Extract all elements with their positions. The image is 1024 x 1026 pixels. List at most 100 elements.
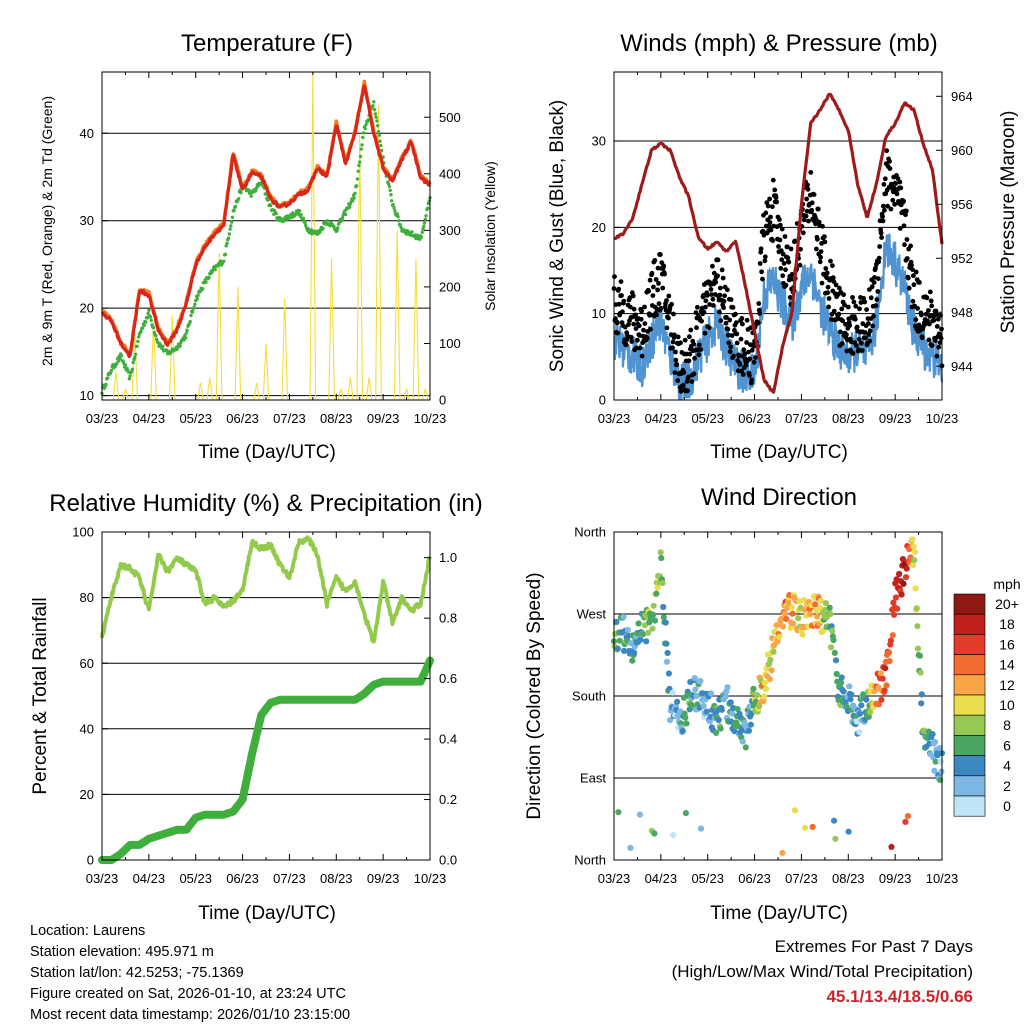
x-tick-label: 07/23 (785, 411, 818, 426)
direction-point (932, 739, 939, 746)
direction-point (822, 600, 830, 607)
x-tick-label: 06/23 (738, 871, 771, 886)
gust-point (682, 337, 688, 343)
gust-point (887, 166, 893, 172)
direction-point (827, 611, 834, 618)
gust-point (678, 388, 684, 394)
dewpoint-point (410, 230, 414, 234)
gust-point (685, 388, 690, 394)
gust-point (738, 336, 744, 342)
insolation-spike (412, 258, 420, 401)
gust-point (719, 267, 725, 273)
gust-point (927, 289, 933, 295)
gust-point (742, 351, 748, 357)
gust-point (869, 284, 875, 290)
gust-point (919, 312, 924, 318)
direction-point (663, 658, 671, 665)
gust-point (825, 284, 831, 290)
gust-point (756, 301, 762, 306)
dewpoint-point (204, 280, 208, 284)
gust-point (726, 340, 732, 346)
gust-point (875, 289, 881, 294)
x-tick-label: 09/23 (879, 411, 912, 426)
gust-point (785, 244, 790, 250)
direction-point (761, 679, 768, 687)
gust-point (755, 320, 761, 326)
gust-point (880, 218, 886, 224)
dewpoint-point (357, 163, 361, 168)
dewpoint-point (386, 182, 391, 186)
gust-point (789, 271, 795, 277)
gust-point (909, 262, 914, 268)
dewpoint-point (192, 305, 196, 310)
gust-point (937, 332, 943, 337)
direction-point (917, 669, 924, 676)
gust-point (929, 303, 935, 309)
station-latlon: Station lat/lon: 42.5253; -75.1369 (30, 965, 244, 981)
gust-point (671, 311, 676, 317)
x-tick-label: 04/23 (133, 411, 166, 426)
gust-point (692, 355, 697, 361)
gust-point (873, 303, 879, 309)
x-tick-label: 08/23 (832, 411, 865, 426)
y2-tick-label: 956 (951, 197, 973, 212)
gust-point (783, 282, 789, 288)
gust-point (854, 324, 860, 330)
direction-point (817, 597, 825, 604)
gust-point (911, 273, 916, 279)
gust-point (910, 298, 916, 304)
direction-point (739, 738, 746, 745)
legend-swatch-8 (953, 714, 986, 736)
gust-point (633, 312, 638, 318)
direction-point (697, 825, 705, 832)
station-info: Location: Laurens Station elevation: 495… (30, 921, 350, 1026)
gust-point (776, 244, 781, 249)
direction-point (913, 605, 920, 612)
gust-point (911, 282, 917, 288)
gust-point (872, 275, 877, 280)
gust-point (710, 296, 716, 302)
direction-point (742, 744, 749, 751)
y2-tick-label: 0.2 (439, 792, 457, 807)
gust-point (840, 318, 846, 324)
gust-point (694, 325, 699, 331)
gust-point (637, 345, 643, 351)
gust-point (934, 312, 939, 318)
gust-point (696, 352, 702, 358)
dewpoint-point (119, 354, 124, 358)
direction-point (911, 548, 919, 556)
gust-point (698, 347, 704, 352)
gust-point (874, 297, 880, 302)
gust-point (615, 330, 621, 336)
gust-point (873, 265, 878, 271)
gust-point (678, 340, 683, 346)
dewpoint-point (419, 235, 424, 239)
gust-point (713, 279, 719, 285)
x-tick-label: 04/23 (133, 871, 166, 886)
gust-point (623, 342, 629, 347)
gust-point (879, 235, 884, 240)
dewpoint-point (359, 147, 363, 151)
direction-point (904, 813, 912, 820)
dewpoint-point (105, 376, 110, 380)
insolation-spike (346, 377, 354, 401)
gust-point (859, 340, 864, 346)
gust-point (648, 326, 653, 332)
gust-point (805, 186, 811, 192)
direction-point (615, 809, 622, 816)
gust-point (904, 208, 909, 214)
gust-point (703, 298, 709, 304)
x-tick-label: 03/23 (598, 411, 631, 426)
gust-point (901, 223, 907, 229)
gust-point (762, 254, 768, 260)
direction-point (894, 605, 901, 612)
gust-point (641, 327, 646, 333)
gust-point (823, 266, 829, 271)
gust-point (839, 306, 845, 312)
gust-point (792, 238, 798, 244)
gust-point (833, 282, 839, 288)
gust-point (642, 304, 647, 310)
gust-point (721, 305, 726, 311)
x-tick-label: 07/23 (785, 871, 818, 886)
direction-point (654, 584, 661, 591)
